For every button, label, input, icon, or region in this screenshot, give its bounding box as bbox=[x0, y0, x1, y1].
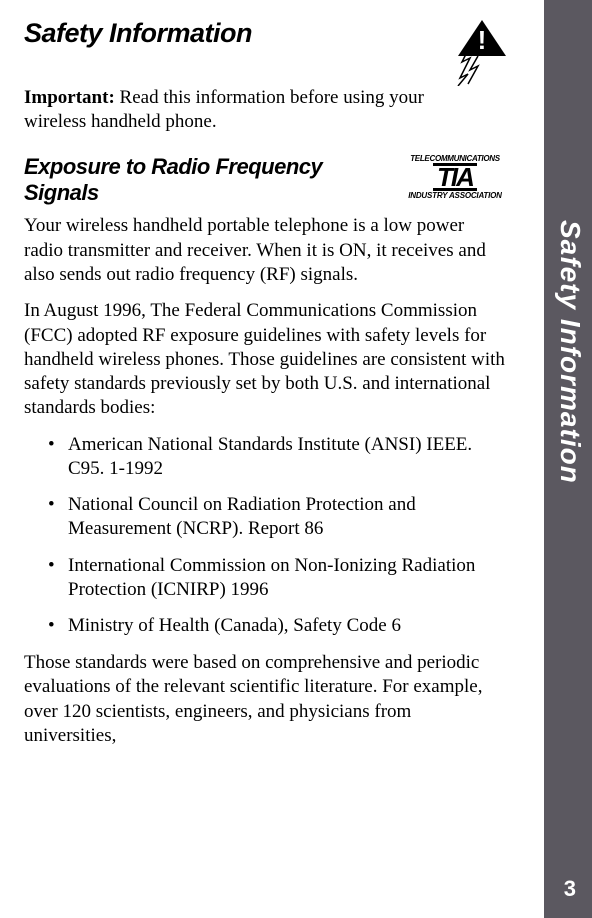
paragraph-3: Those standards were based on comprehens… bbox=[24, 651, 508, 748]
tia-logo: TELECOMMUNICATIONS TIA INDUSTRY ASSOCIAT… bbox=[402, 154, 508, 200]
page-number: 3 bbox=[564, 876, 576, 902]
main-title: Safety Information bbox=[24, 18, 252, 49]
tia-logo-mid: TIA bbox=[433, 163, 477, 191]
important-label: Important: bbox=[24, 87, 115, 108]
svg-text:!: ! bbox=[478, 25, 487, 55]
list-item: Ministry of Health (Canada), Safety Code… bbox=[24, 614, 508, 638]
tia-logo-bottom: INDUSTRY ASSOCIATION bbox=[402, 191, 508, 200]
paragraph-1: Your wireless handheld portable telephon… bbox=[24, 214, 508, 287]
sidebar-tab: Safety Information 3 bbox=[544, 0, 592, 918]
important-paragraph: Important: Read this information before … bbox=[24, 86, 508, 134]
paragraph-2: In August 1996, The Federal Communicatio… bbox=[24, 299, 508, 421]
section-title: Exposure to Radio Frequency Signals bbox=[24, 154, 402, 207]
list-item: National Council on Radiation Protection… bbox=[24, 493, 508, 541]
sidebar-label: Safety Information bbox=[554, 220, 586, 484]
warning-icon: ! bbox=[456, 18, 508, 86]
standards-list: American National Standards Institute (A… bbox=[24, 433, 508, 638]
list-item: International Commission on Non-Ionizing… bbox=[24, 554, 508, 602]
list-item: American National Standards Institute (A… bbox=[24, 433, 508, 481]
